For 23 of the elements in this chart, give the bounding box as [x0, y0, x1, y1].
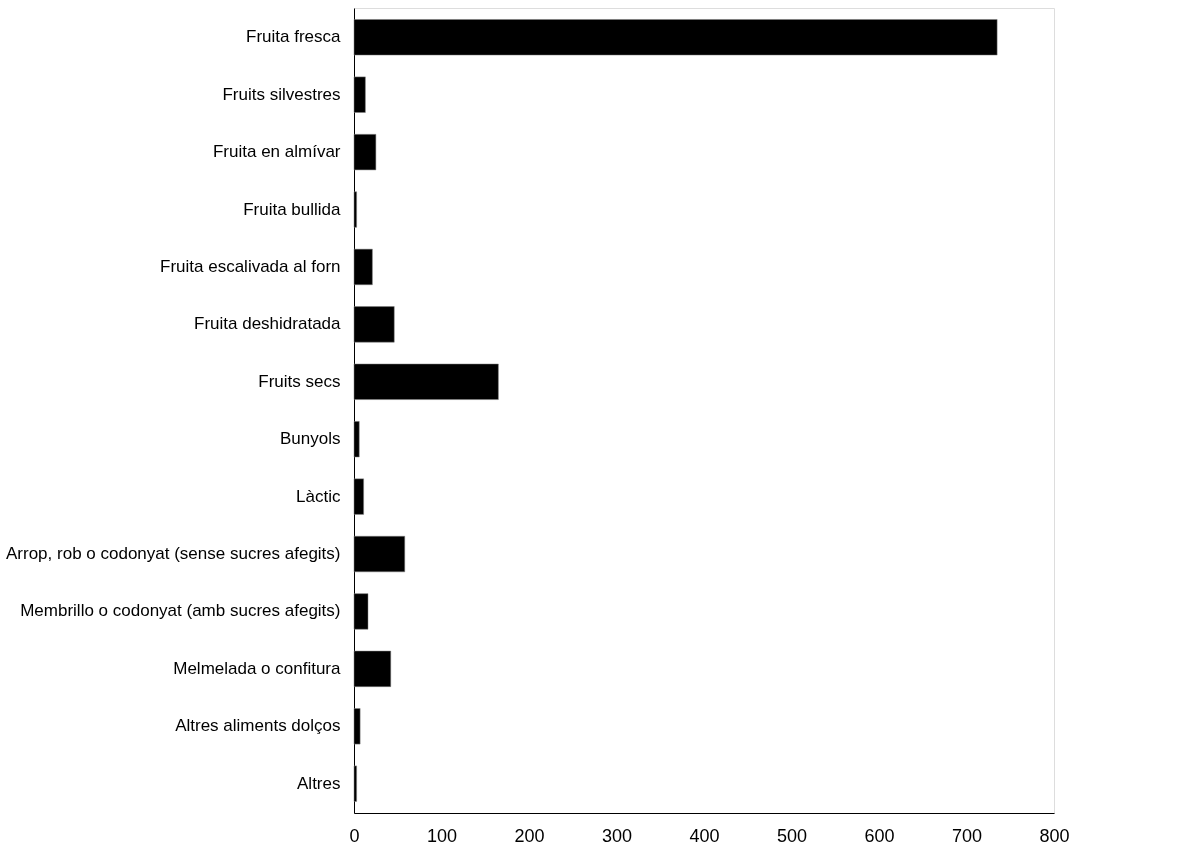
y-tick-label: Fruits secs [258, 371, 341, 391]
x-tick-label: 100 [426, 825, 458, 846]
y-tick-label: Fruita en almívar [212, 142, 341, 162]
x-tick-label: 800 [1039, 825, 1070, 846]
y-tick-label: Bunyols [280, 429, 341, 449]
y-tick-label: Fruita fresca [246, 27, 342, 47]
y-tick-label: Melmelada o confitura [173, 658, 342, 678]
y-tick-label: Fruits silvestres [222, 84, 341, 104]
y-tick-label: Làctic [296, 486, 341, 506]
y-tick-label: Membrillo o codonyat (amb sucres afegits) [20, 601, 341, 621]
x-tick-label: 0 [349, 825, 360, 846]
x-tick-label: 500 [776, 825, 808, 846]
y-tick-label: Arrop, rob o codonyat (sense sucres afegits) [6, 544, 341, 564]
x-tick-label: 600 [864, 825, 895, 846]
y-tick-label: Altres aliments dolços [175, 716, 341, 736]
y-tick-label: Fruita deshidratada [194, 314, 342, 334]
x-tick-label: 700 [951, 825, 983, 846]
x-tick-label: 200 [514, 825, 545, 846]
x-tick-label: 400 [689, 825, 720, 846]
x-tick-label: 300 [601, 825, 633, 846]
y-tick-label: Fruita bullida [243, 199, 342, 219]
y-tick-label: Fruita escalivada al forn [160, 256, 341, 276]
y-tick-label: Altres [297, 773, 341, 793]
